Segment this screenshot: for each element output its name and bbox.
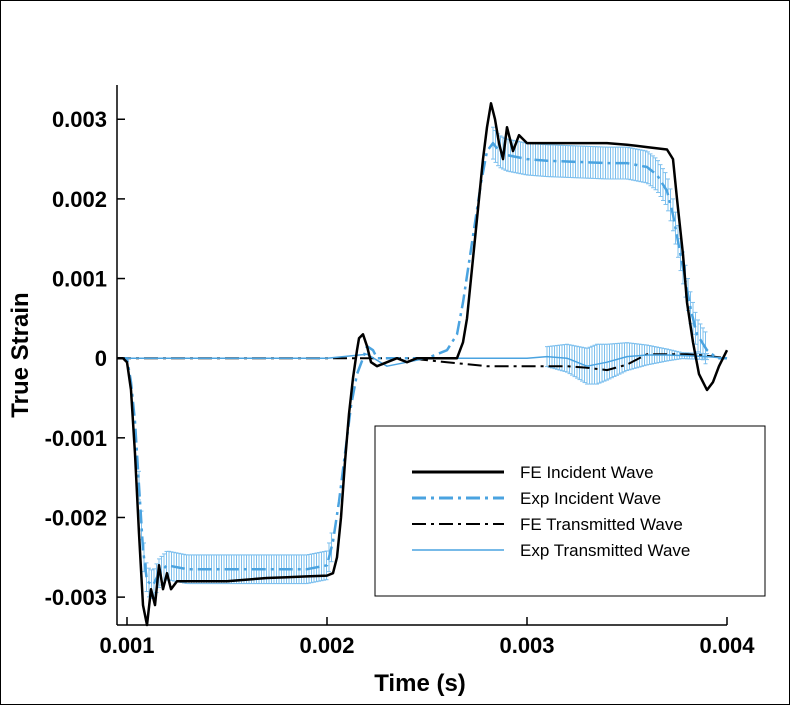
x-tick-label: 0.001 [99, 633, 154, 658]
legend-label-exp-incident: Exp Incident Wave [520, 489, 661, 508]
x-tick-label: 0.004 [699, 633, 755, 658]
x-tick-label: 0.003 [499, 633, 554, 658]
legend-label-fe-incident: FE Incident Wave [520, 463, 654, 482]
y-axis-title: True Strain [7, 292, 34, 417]
y-tick-label: 0.003 [52, 107, 107, 132]
legend-box [374, 425, 766, 597]
series-fe-transmitted-wave [117, 353, 728, 372]
y-tick-label: -0.001 [45, 426, 107, 451]
legend-item-exp-incident: Exp Incident Wave [412, 489, 661, 508]
y-tick-label: -0.002 [45, 505, 107, 530]
x-tick-label: 0.002 [299, 633, 354, 658]
ticks-group: 0.001 0.002 0.003 0.004 -0.003 -0.002 -0.001 0 0… [45, 107, 756, 658]
series-fe-incident-wave [117, 102, 729, 627]
series-layer [117, 102, 729, 627]
legend-label-exp-transmitted: Exp Transmitted Wave [520, 541, 690, 560]
y-tick-label: 0.002 [52, 187, 107, 212]
legend-item-fe-incident: FE Incident Wave [412, 463, 654, 482]
x-axis-title: Time (s) [374, 670, 466, 697]
series-exp-incident-wave [117, 141, 727, 587]
legend-label-fe-transmitted: FE Transmitted Wave [520, 515, 683, 534]
y-tick-label: 0.001 [52, 267, 107, 292]
legend-item-exp-transmitted: Exp Transmitted Wave [412, 541, 690, 560]
axes-group [116, 85, 727, 626]
y-tick-label: 0 [95, 346, 107, 371]
legend-item-fe-transmitted: FE Transmitted Wave [412, 515, 683, 534]
legend: FE Incident Wave Exp Incident Wave FE Tr… [374, 425, 766, 597]
y-tick-label: -0.003 [45, 585, 107, 610]
